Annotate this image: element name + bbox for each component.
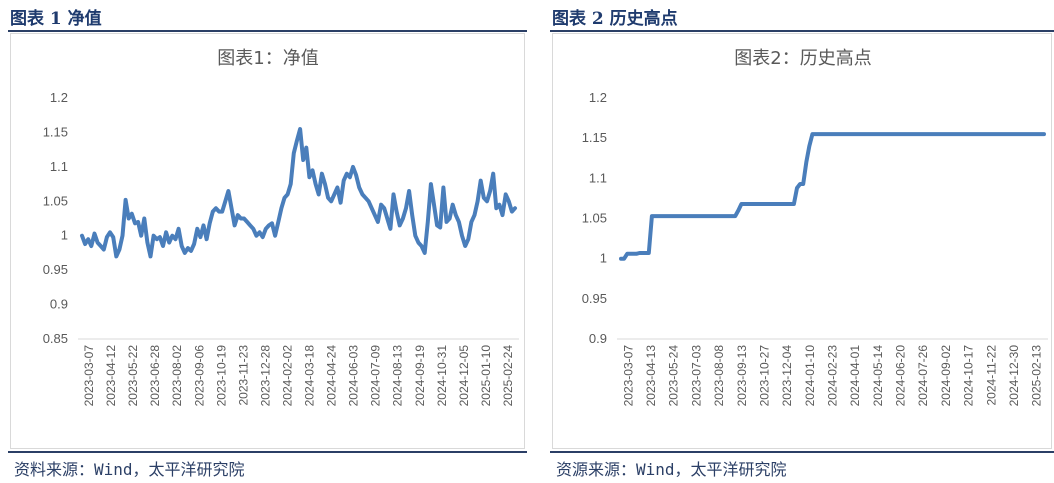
y-tick-label: 1 <box>600 251 607 266</box>
y-tick-label: 1.2 <box>50 90 68 105</box>
chart-title: 图表1：净值 <box>217 48 318 69</box>
x-tick-label: 2024-05-14 <box>871 345 885 407</box>
y-tick-label: 1.15 <box>582 130 607 145</box>
x-tick-label: 2024-12-30 <box>1007 345 1021 407</box>
x-tick-label: 2024-06-20 <box>894 345 908 407</box>
x-tick-label: 2024-09-02 <box>939 345 953 407</box>
chart-title: 图表2：历史高点 <box>734 48 871 69</box>
y-tick-label: 1.15 <box>43 124 68 139</box>
figure-2-top-rule <box>550 30 1054 32</box>
x-tick-label: 2023-12-28 <box>258 345 272 407</box>
figure-1-bottom-rule <box>8 451 527 453</box>
x-tick-label: 2024-04-01 <box>848 345 862 407</box>
chart-2-frame: 图表2：历史高点 0.9 0.95 1 1.05 1.1 1.15 1.2 2023-03-07… <box>552 33 1052 449</box>
x-tick-label: 2023-05-22 <box>126 345 140 407</box>
x-tick-label: 2023-07-03 <box>689 345 703 407</box>
x-tick-label: 2024-08-13 <box>391 345 405 407</box>
series-line <box>619 132 1046 261</box>
y-tick-label: 1.1 <box>589 170 607 185</box>
x-tick-label: 2023-05-24 <box>667 345 681 407</box>
y-tick-label: 1.05 <box>43 193 68 208</box>
x-tick-label: 2023-10-19 <box>214 345 228 407</box>
y-tick-label: 0.95 <box>582 291 607 306</box>
x-tick-label: 2024-07-26 <box>916 345 930 407</box>
x-tick-label: 2023-09-06 <box>192 345 206 407</box>
y-tick-label: 1 <box>61 228 68 243</box>
x-tick-label: 2023-10-27 <box>757 345 771 407</box>
x-tick-label: 2024-10-17 <box>962 345 976 407</box>
x-tick-label: 2024-12-05 <box>457 345 471 407</box>
y-tick-label: 1.1 <box>50 159 68 174</box>
figure-1-panel: 图表 1 净值 图表1：净值 0.85 0.9 0.95 1 1.05 1.1 1.15 1.2… <box>8 9 527 479</box>
x-tick-label: 2024-06-03 <box>347 345 361 407</box>
x-tick-label: 2024-03-18 <box>303 345 317 407</box>
x-tick-label: 2023-08-02 <box>170 345 184 407</box>
x-tick-label: 2023-04-13 <box>644 345 658 407</box>
x-tick-label: 2025-02-24 <box>501 345 515 407</box>
x-tick-label: 2023-04-12 <box>104 345 118 407</box>
chart-1-frame: 图表1：净值 0.85 0.9 0.95 1 1.05 1.1 1.15 1.2 2023-03-… <box>10 33 525 449</box>
x-tick-label: 2024-10-31 <box>435 345 449 407</box>
x-tick-label: 2024-11-22 <box>984 345 998 406</box>
x-tick-label: 2023-06-28 <box>148 345 162 407</box>
x-tick-label: 2023-08-08 <box>712 345 726 407</box>
x-tick-label: 2023-12-04 <box>780 345 794 407</box>
x-tick-label: 2025-01-10 <box>479 345 493 407</box>
x-tick-label: 2024-04-24 <box>325 345 339 407</box>
x-tick-label: 2023-03-07 <box>82 345 96 407</box>
chart-2-svg: 图表2：历史高点 0.9 0.95 1 1.05 1.1 1.15 1.2 2023-03-07… <box>582 48 1048 407</box>
x-tick-label: 2025-02-13 <box>1030 345 1044 407</box>
y-tick-label: 0.95 <box>43 262 68 277</box>
x-tick-label: 2024-02-02 <box>280 345 294 407</box>
y-tick-label: 1.2 <box>589 90 607 105</box>
y-tick-label: 0.9 <box>50 297 68 312</box>
y-tick-label: 0.9 <box>589 331 607 346</box>
series-line <box>80 127 517 259</box>
x-tick-label: 2024-01-10 <box>803 345 817 407</box>
figure-1-top-rule <box>8 30 527 32</box>
chart-1-svg: 图表1：净值 0.85 0.9 0.95 1 1.05 1.1 1.15 1.2 2023-03-… <box>43 48 519 407</box>
y-tick-label: 0.85 <box>43 331 68 346</box>
figure-2-heading: 图表 2 历史高点 <box>552 9 678 29</box>
y-tick-label: 1.05 <box>582 211 607 226</box>
figure-2-panel: 图表 2 历史高点 图表2：历史高点 0.9 0.95 1 1.05 1.1 1.15 1.2… <box>542 0 1054 483</box>
figure-2-bottom-rule <box>550 451 1054 453</box>
x-tick-label: 2024-09-19 <box>413 345 427 407</box>
figure-1-heading: 图表 1 净值 <box>10 9 102 29</box>
x-tick-label: 2023-11-23 <box>236 345 250 406</box>
x-tick-label: 2023-09-13 <box>735 345 749 407</box>
figure-2-source: 资源来源：Wind，太平洋研究院 <box>556 460 787 479</box>
x-tick-label: 2024-02-23 <box>826 345 840 407</box>
x-tick-label: 2024-07-09 <box>369 345 383 407</box>
x-tick-label: 2023-03-07 <box>621 345 635 407</box>
figure-1-source: 资料来源：Wind，太平洋研究院 <box>14 460 245 479</box>
